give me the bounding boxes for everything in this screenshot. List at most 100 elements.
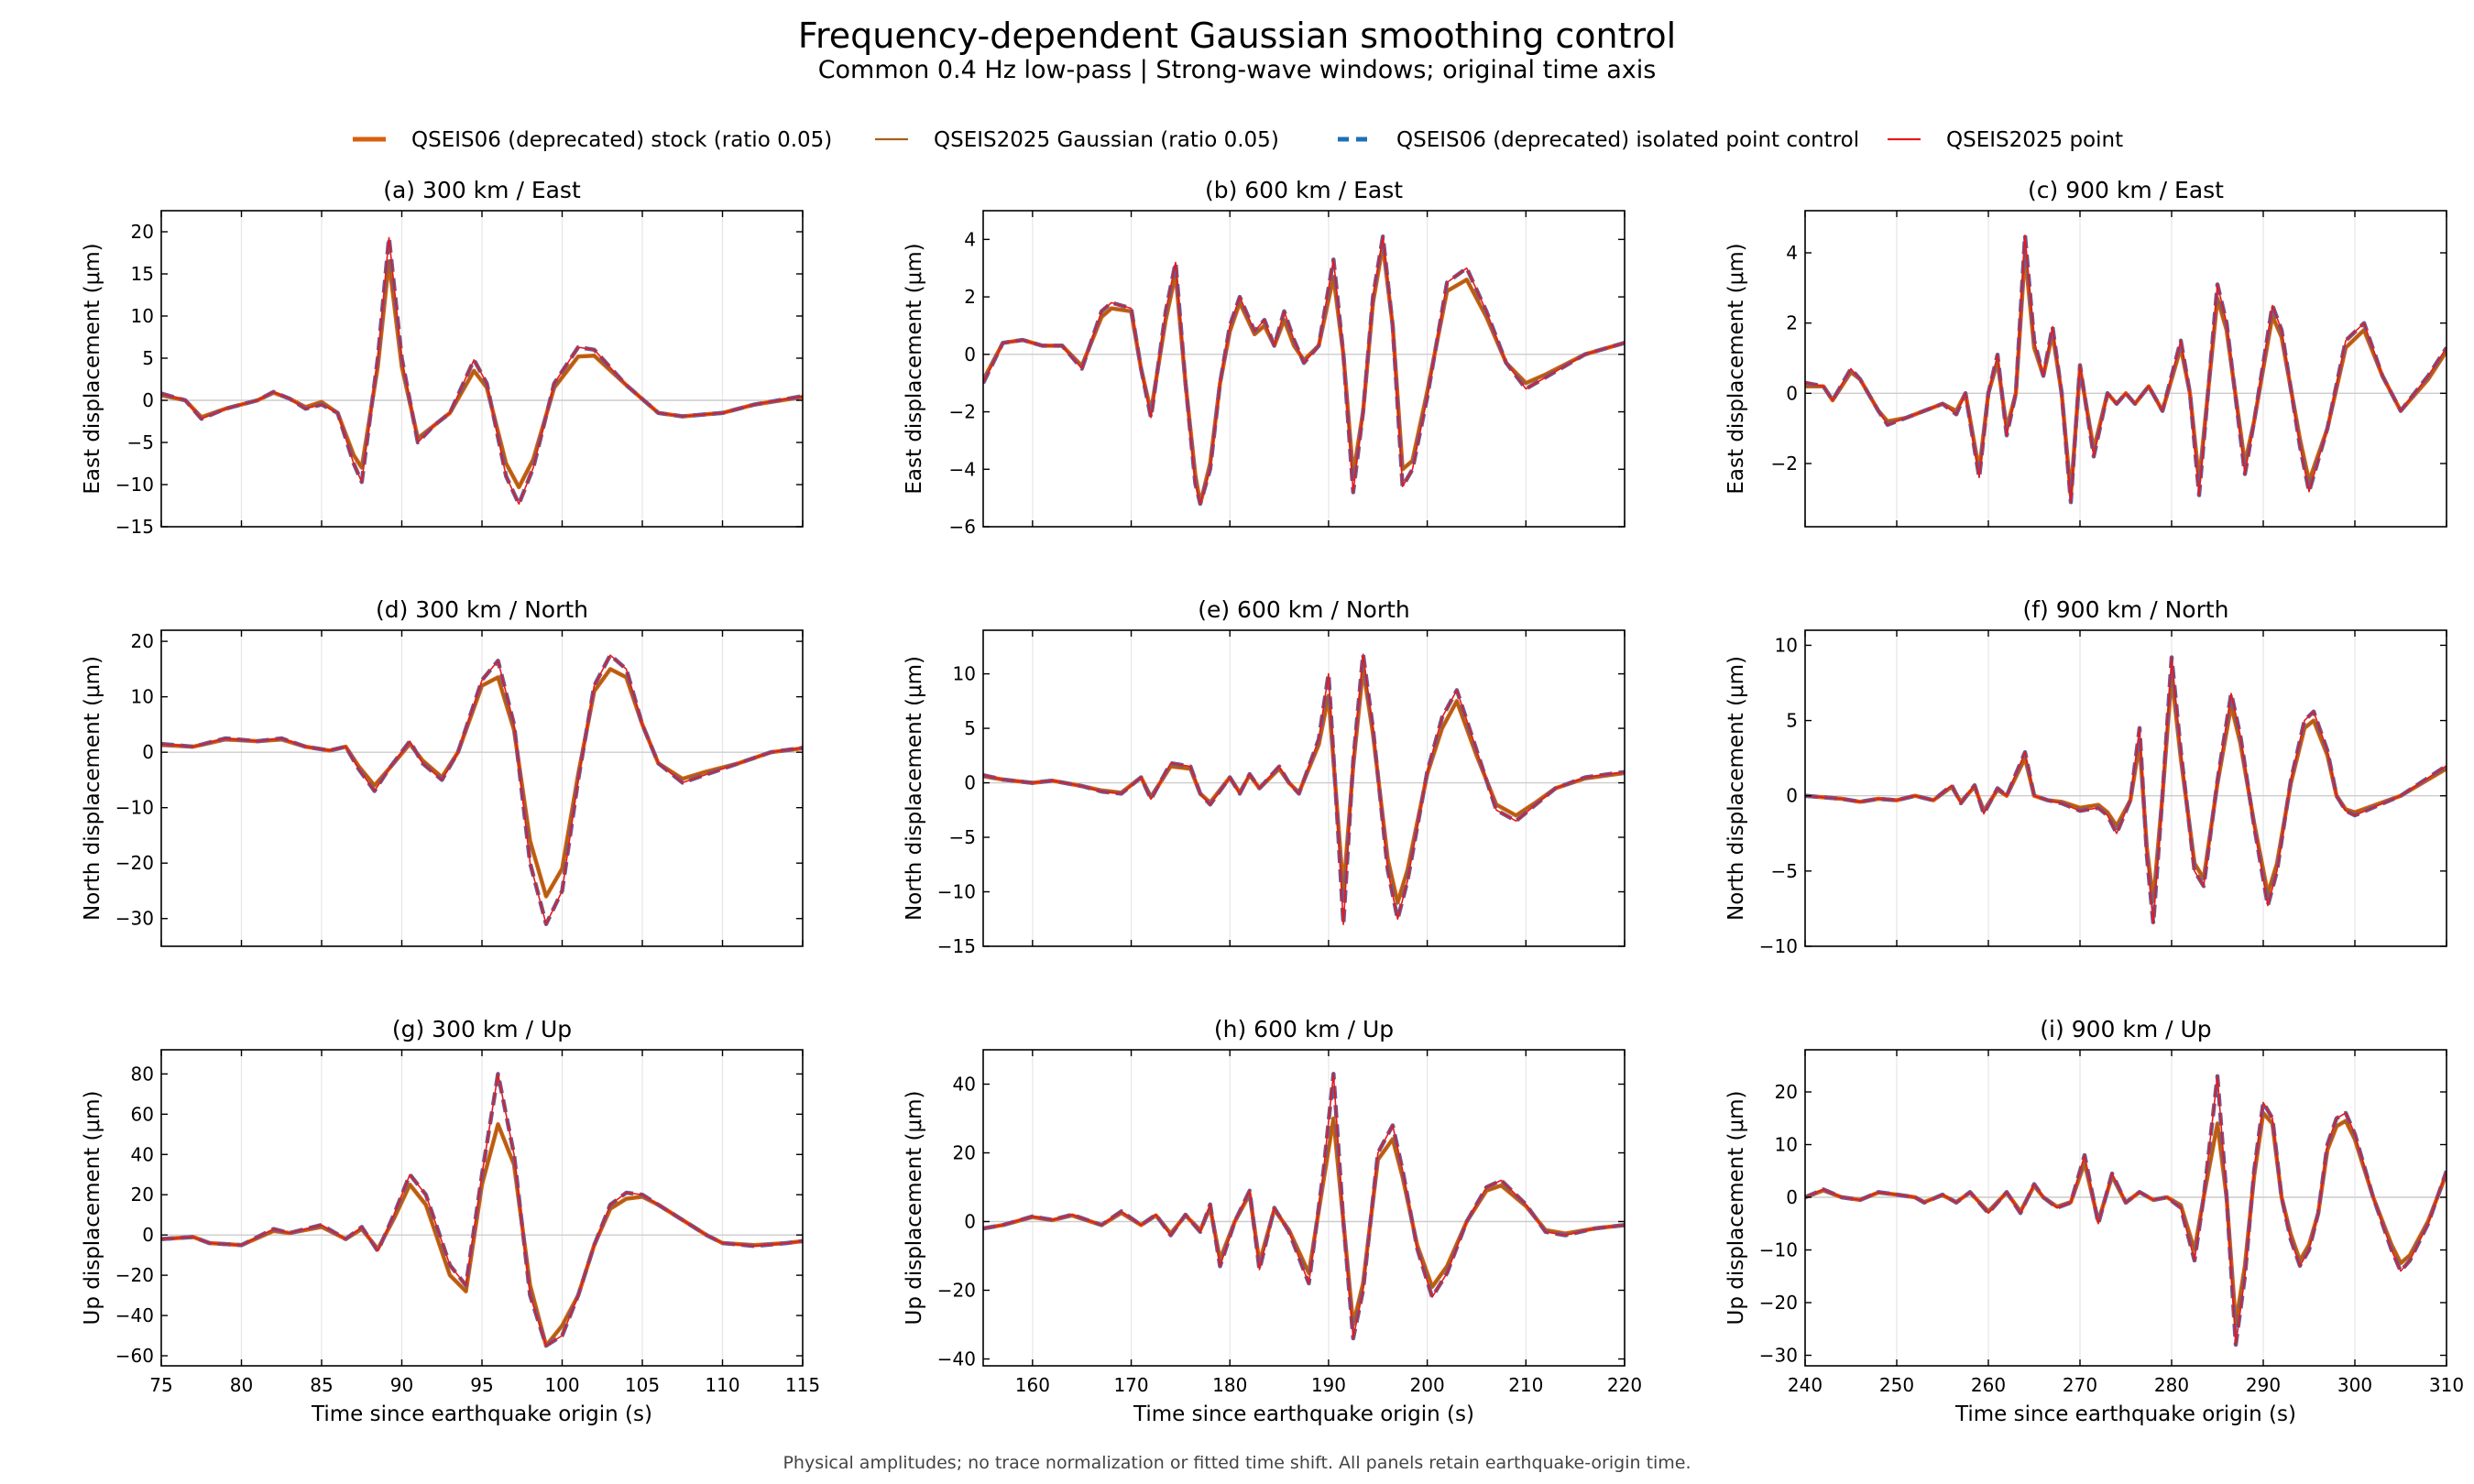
chart-subtitle: Common 0.4 Hz low-pass | Strong-wave win… [818, 56, 1657, 84]
x-tick-label: 300 [2337, 1374, 2372, 1396]
x-tick-label: 290 [2246, 1374, 2281, 1396]
y-tick-label: −5 [949, 826, 976, 848]
y-tick-label: 40 [131, 1143, 154, 1165]
panel-title: (i) 900 km / Up [2040, 1016, 2211, 1042]
x-tick-label: 250 [1879, 1374, 1914, 1396]
y-axis-label: North displacement (μm) [81, 656, 104, 921]
series-qseis06-stock [1805, 1110, 2447, 1326]
y-tick-label: 2 [964, 286, 976, 308]
series-qseis06-stock [1805, 673, 2447, 903]
x-tick-label: 170 [1113, 1374, 1148, 1396]
y-tick-label: 10 [131, 686, 154, 708]
series-qseis2025-gaussian [1805, 1112, 2447, 1325]
series-qseis2025-point [983, 653, 1625, 925]
y-tick-label: 15 [131, 263, 154, 285]
y-axis-label: East displacement (μm) [81, 243, 104, 494]
legend: QSEIS06 (deprecated) stock (ratio 0.05) Q… [353, 128, 2123, 152]
y-axis-label: Up displacement (μm) [81, 1090, 104, 1325]
x-tick-label: 270 [2063, 1374, 2097, 1396]
y-tick-label: 40 [953, 1074, 976, 1096]
y-tick-label: 0 [142, 1224, 154, 1246]
traces [161, 1072, 803, 1348]
y-tick-label: −20 [937, 1280, 976, 1302]
y-tick-label: −20 [115, 852, 154, 874]
x-tick-label: 75 [149, 1374, 172, 1396]
y-tick-label: 5 [964, 717, 976, 739]
y-tick-label: 4 [964, 228, 976, 250]
x-axis-label: Time since earthquake origin (s) [1954, 1402, 2296, 1426]
panel-1: −6 −4 −2 0 2 4 (b) 600 km / East East displacem… [903, 177, 1626, 538]
traces [1805, 655, 2447, 926]
panel-6: 75 80 85 90 95 100 105 110 115 −60 −40 −20 0 20 40 60 80… [81, 1016, 820, 1426]
x-tick-label: 240 [1788, 1374, 1823, 1396]
series-qseis2025-gaussian [1805, 674, 2447, 902]
y-tick-label: 20 [953, 1142, 976, 1164]
legend-label-0: QSEIS06 (deprecated) stock (ratio 0.05) [411, 128, 832, 152]
panel-title: (c) 900 km / East [2028, 177, 2224, 203]
traces [161, 235, 803, 507]
series-qseis06-point-control [1805, 233, 2447, 505]
axes-frame [982, 210, 1626, 528]
y-tick-label: −15 [937, 935, 976, 957]
x-tick-label: 105 [625, 1374, 660, 1396]
series-qseis2025-gaussian [983, 244, 1625, 505]
y-tick-label: −20 [1759, 1292, 1798, 1314]
axes-frame [982, 629, 1626, 947]
y-tick-label: 0 [1786, 785, 1798, 807]
panel-3: −30 −20 −10 0 10 20 (d) 300 km / North North di… [81, 596, 804, 947]
axes-frame [1804, 1049, 2447, 1367]
x-tick-label: 100 [544, 1374, 579, 1396]
y-tick-label: 5 [1786, 710, 1798, 732]
series-qseis2025-gaussian [1805, 252, 2447, 496]
y-tick-label: 20 [1775, 1081, 1798, 1103]
chart-title: Frequency-dependent Gaussian smoothing c… [798, 16, 1676, 56]
y-tick-label: 60 [131, 1103, 154, 1125]
x-tick-label: 115 [785, 1374, 820, 1396]
panel-title: (f) 900 km / North [2023, 596, 2229, 623]
series-qseis06-point-control [983, 651, 1625, 927]
panel-5: −10 −5 0 5 10 (f) 900 km / North North displac… [1724, 596, 2447, 957]
y-tick-label: −20 [115, 1264, 154, 1286]
y-tick-label: 10 [1775, 1134, 1798, 1156]
y-axis-label: North displacement (μm) [903, 656, 926, 921]
x-tick-label: 90 [390, 1374, 413, 1396]
y-tick-label: −10 [937, 881, 976, 903]
series-qseis06-stock [983, 243, 1625, 507]
x-tick-label: 110 [705, 1374, 739, 1396]
y-axis-label: East displacement (μm) [903, 243, 926, 494]
y-axis-label: Up displacement (μm) [1724, 1090, 1748, 1325]
y-tick-label: 10 [953, 663, 976, 685]
axes-frame [1804, 210, 2447, 528]
y-axis-label: North displacement (μm) [1724, 656, 1748, 921]
x-tick-label: 80 [230, 1374, 253, 1396]
y-tick-label: −6 [949, 516, 976, 538]
series-qseis2025-point [1805, 656, 2447, 925]
y-tick-label: 5 [142, 347, 154, 369]
y-tick-label: 0 [1786, 1186, 1798, 1208]
y-tick-label: 4 [1786, 242, 1798, 264]
y-tick-label: −15 [115, 516, 154, 538]
x-tick-label: 280 [2154, 1374, 2189, 1396]
legend-label-3: QSEIS2025 point [1946, 128, 2123, 152]
x-tick-label: 220 [1607, 1374, 1642, 1396]
x-tick-label: 180 [1212, 1374, 1247, 1396]
panel-title: (h) 600 km / Up [1214, 1016, 1394, 1042]
panel-title: (b) 600 km / East [1205, 177, 1403, 203]
y-tick-label: −10 [1759, 1239, 1798, 1261]
y-tick-label: −40 [115, 1304, 154, 1326]
panel-2: −2 0 2 4 (c) 900 km / East East displacement … [1724, 177, 2447, 528]
series-qseis06-point-control [1805, 1074, 2447, 1348]
x-tick-label: 95 [470, 1374, 493, 1396]
y-tick-label: −2 [949, 401, 976, 423]
panel-title: (e) 600 km / North [1198, 596, 1410, 623]
traces [1805, 1074, 2447, 1348]
panel-0: −15 −10 −5 0 5 10 15 20 (a) 300 km / East East di… [81, 177, 804, 538]
y-tick-label: 2 [1786, 312, 1798, 334]
y-tick-label: −5 [127, 431, 154, 453]
y-tick-label: −60 [115, 1345, 154, 1367]
y-tick-label: −10 [115, 797, 154, 819]
x-tick-label: 85 [310, 1374, 333, 1396]
panel-4: −15 −10 −5 0 5 10 (e) 600 km / North North disp… [903, 596, 1626, 957]
